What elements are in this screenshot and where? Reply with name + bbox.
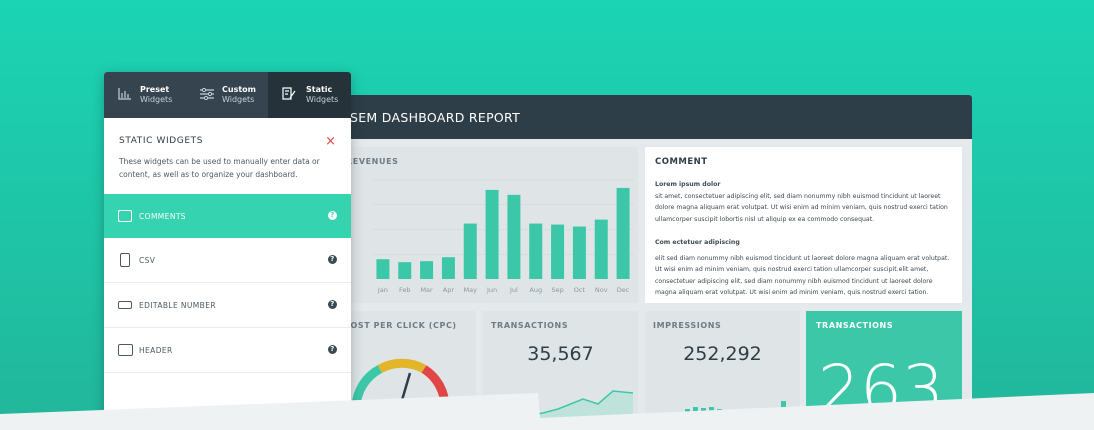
comment-text: elit sed diam nonummy nibh euismod tinci…: [655, 254, 950, 297]
comment-text: sit amet, consectetuer adipiscing elit, …: [655, 192, 948, 223]
spark-area: [491, 391, 633, 421]
card-title: IMPRESSIONS: [653, 321, 722, 330]
x-tick-label: Jul: [509, 286, 518, 294]
x-tick-label: Apr: [443, 286, 455, 294]
widget-item[interactable]: HEADER?: [104, 328, 351, 373]
item-label: HEADER: [139, 346, 173, 355]
card-value: 35,567: [527, 343, 594, 365]
tab-icon: [200, 88, 214, 100]
panel-title: REVENUES: [346, 157, 399, 166]
widget-item[interactable]: EDITABLE NUMBER?: [104, 283, 351, 328]
tab-icon: [282, 87, 296, 100]
card-value: 252,292: [683, 343, 762, 365]
item-label: EDITABLE NUMBER: [139, 301, 216, 310]
bar: [485, 189, 499, 279]
revenue-panel: REVENUES Jan Feb Mar Apr May Jun Jul Aug Sep Oct N…: [336, 147, 638, 303]
tab-active[interactable]: Static Widgets: [268, 72, 351, 118]
sparkline: [490, 390, 634, 421]
bar: [594, 219, 608, 279]
bar: [529, 223, 543, 279]
bar: [441, 257, 455, 279]
x-tick-label: Jun: [486, 286, 497, 294]
x-tick-label: Sep: [551, 286, 563, 294]
tab-subtitle: Widgets: [222, 95, 255, 104]
help-icon[interactable]: ?: [328, 300, 337, 309]
tab-subtitle: Widgets: [140, 95, 173, 104]
bar: [376, 259, 390, 279]
revenue-chart: Jan Feb Mar Apr May Jun Jul Aug Sep Oct Nov Dec: [372, 179, 634, 294]
x-tick-label: Oct: [574, 286, 586, 294]
x-tick-label: May: [464, 286, 478, 294]
tab[interactable]: Custom Widgets: [186, 72, 268, 118]
comment-heading: Com ectetuer adipiscing: [655, 239, 740, 246]
x-tick-label: Aug: [529, 286, 542, 294]
dashboard-header: SEM DASHBOARD REPORT: [336, 95, 972, 139]
comment-title: COMMENT: [655, 157, 708, 167]
tab-subtitle: Widgets: [306, 95, 339, 104]
tab-title: Preset: [140, 85, 170, 94]
sidebar-description: These widgets can be used to manually en…: [119, 157, 320, 179]
comment-body: Lorem ipsum dolor sit amet, consectetuer…: [655, 179, 955, 299]
widget-item[interactable]: CSV?: [104, 238, 351, 283]
bar: [420, 261, 434, 279]
card-title: TRANSACTIONS: [491, 321, 569, 330]
x-tick-label: Dec: [617, 286, 630, 294]
close-button[interactable]: ×: [325, 134, 336, 149]
help-icon[interactable]: ?: [328, 211, 337, 220]
card-title: TRANSACTIONS: [816, 321, 894, 330]
x-tick-label: Nov: [595, 286, 608, 294]
x-tick-label: Jan: [377, 286, 388, 294]
dashboard-title: SEM DASHBOARD REPORT: [350, 110, 521, 125]
tab-title: Static: [306, 85, 333, 94]
x-tick-label: Feb: [399, 286, 411, 294]
item-label: CSV: [139, 256, 156, 265]
tab-icon: [118, 88, 131, 100]
tab[interactable]: Preset Widgets: [104, 72, 186, 118]
card-title: COST PER CLICK (CPC): [344, 321, 457, 330]
bar: [551, 224, 565, 279]
help-icon[interactable]: ?: [328, 345, 337, 354]
x-tick-label: Mar: [420, 286, 433, 294]
bar: [463, 223, 477, 279]
bar: [507, 194, 521, 279]
bar: [572, 226, 586, 279]
bar: [398, 262, 412, 279]
comment-panel: COMMENT Lorem ipsum dolor sit amet, cons…: [645, 147, 962, 303]
item-label: COMMENTS: [139, 212, 186, 221]
bar: [616, 187, 630, 279]
widget-item-selected[interactable]: COMMENTS?: [104, 194, 351, 238]
help-icon[interactable]: ?: [328, 255, 337, 264]
spark-line: [490, 390, 634, 421]
gauge-arc: [377, 358, 427, 374]
widget-sidebar: Preset Widgets Custom Widgets Static Widget…: [104, 72, 351, 430]
comment-heading: Lorem ipsum dolor: [655, 181, 721, 188]
tab-title: Custom: [222, 85, 256, 94]
sidebar-heading: STATIC WIDGETS: [119, 136, 204, 146]
